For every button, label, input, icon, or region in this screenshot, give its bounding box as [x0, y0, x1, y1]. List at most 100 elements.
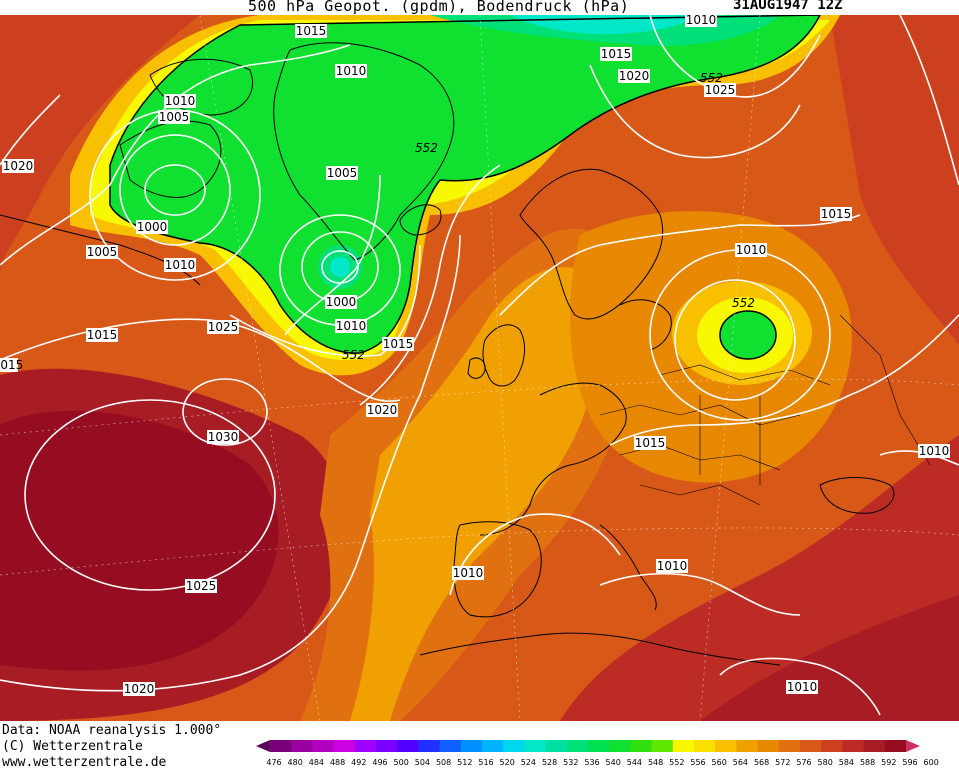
- legend-tick-label: 544: [627, 758, 642, 767]
- color-legend: 476 480 484 488 492 496 500 504 508 512 516 520 524 5…: [256, 740, 939, 767]
- legend-swatch: [651, 740, 674, 752]
- copyright-text: (C) Wetterzentrale: [2, 739, 143, 754]
- map-panel: 1015 1010 1010 1005 1020 1000 1005 1010 …: [0, 15, 959, 721]
- trough-light-orange-europe: [350, 267, 601, 721]
- ridge-mediterranean-core: [700, 595, 959, 721]
- legend-tick-label: 492: [351, 758, 366, 767]
- legend-swatch: [291, 740, 313, 752]
- legend-tick-label: 584: [839, 758, 854, 767]
- legend-tick-label: 576: [796, 758, 811, 767]
- legend-swatch: [630, 740, 653, 752]
- legend-tick-label: 540: [606, 758, 621, 767]
- isobar-label: 1010: [453, 566, 484, 580]
- legend-tick-label: 516: [478, 758, 493, 767]
- isobar-label: 1005: [159, 110, 190, 124]
- isobar-label: 1020: [124, 682, 155, 696]
- chart-title: 500 hPa Geopot. (gpdm), Bodendruck (hPa): [248, 0, 630, 15]
- isobar-label: 1000: [326, 295, 357, 309]
- legend-swatch: [863, 740, 886, 752]
- height-label: 552: [415, 141, 438, 155]
- height-label: 552: [732, 296, 755, 310]
- legend-swatch: [482, 740, 504, 752]
- isobar-label: 1010: [336, 64, 367, 78]
- isobar-label: 1015: [635, 436, 666, 450]
- isobar-label: 1010: [919, 444, 950, 458]
- isobar-label: 1015: [601, 47, 632, 61]
- isobar-label: 1025: [208, 320, 239, 334]
- chart-date: 31AUG1947 12Z: [733, 0, 843, 13]
- legend-tick-label: 568: [754, 758, 769, 767]
- lat-lon-grid: [0, 15, 959, 721]
- legend-tick-label: 508: [436, 758, 451, 767]
- legend-tick-label: 556: [690, 758, 705, 767]
- height-label: 552: [342, 348, 365, 362]
- legend-swatch: [333, 740, 356, 752]
- isobar-label: 1015: [383, 337, 414, 351]
- isobar-label: 1020: [367, 403, 398, 417]
- height-red-northwest: [0, 15, 200, 275]
- legend-swatch: [672, 740, 695, 752]
- legend-tick-label: 480: [288, 758, 303, 767]
- cutoff-low-552: [719, 310, 777, 360]
- isobar-label: 1010: [165, 258, 196, 272]
- isobar-label: 1010: [336, 319, 367, 333]
- legend-swatch: [588, 740, 610, 752]
- isobar-label: 1005: [87, 245, 118, 259]
- legend-tick-label: 484: [309, 758, 324, 767]
- title-bar: 500 hPa Geopot. (gpdm), Bodendruck (hPa)…: [0, 0, 959, 15]
- height-labels: 552 552 552 552: [342, 71, 755, 362]
- isobar-label: 1005: [327, 166, 358, 180]
- legend-swatch: [524, 740, 547, 752]
- isobar-label: 1020: [3, 159, 34, 173]
- ridge-atlantic-core: [0, 410, 279, 671]
- isobar-label: 1015: [296, 24, 327, 38]
- legend-tick-label: 476: [266, 758, 281, 767]
- isobar-label: 1015: [821, 207, 852, 221]
- legend-swatch: [566, 740, 589, 752]
- legend-tick-label: 600: [924, 758, 939, 767]
- data-source-text: Data: NOAA reanalysis 1.000°: [2, 723, 222, 738]
- height-label: 552: [700, 71, 723, 85]
- legend-swatch: [778, 740, 801, 752]
- legend-tick-label: 520: [500, 758, 515, 767]
- legend-swatch: [736, 740, 759, 752]
- legend-tick-label: 528: [542, 758, 557, 767]
- legend-tick-label: 560: [712, 758, 727, 767]
- height-red-northeast: [830, 15, 959, 345]
- legend-swatch: [397, 740, 419, 752]
- legend-swatch: [545, 740, 568, 752]
- legend-tick-label: 552: [669, 758, 684, 767]
- legend-right-arrow: [906, 740, 920, 752]
- legend-swatch: [842, 740, 865, 752]
- legend-swatch: [821, 740, 843, 752]
- legend-tick-label: 496: [372, 758, 387, 767]
- low-552-greenland: [110, 15, 820, 354]
- legend-tick-label: 524: [521, 758, 536, 767]
- legend-swatch: [884, 740, 907, 752]
- legend-swatch: [715, 740, 737, 752]
- legend-tick-label: 532: [563, 758, 578, 767]
- legend-swatch: [460, 740, 483, 752]
- legend-tick-label: 512: [457, 758, 472, 767]
- legend-swatch: [694, 740, 716, 752]
- legend-tick-label: 588: [860, 758, 875, 767]
- legend-swatch: [312, 740, 335, 752]
- legend-swatch: [800, 740, 822, 752]
- legend-swatch: [439, 740, 462, 752]
- isobar-label: 1000: [137, 220, 168, 234]
- legend-swatch: [270, 740, 292, 752]
- legend-tick-label: 596: [902, 758, 917, 767]
- legend-swatch: [418, 740, 441, 752]
- legend-tick-label: 548: [648, 758, 663, 767]
- legend-swatch: [376, 740, 398, 752]
- low-core-south-greenland-cyan: [330, 257, 350, 277]
- weather-map: 1015 1010 1010 1005 1020 1000 1005 1010 …: [0, 15, 959, 721]
- legend-swatch: [757, 740, 780, 752]
- isobar-label: 1010: [736, 243, 767, 257]
- legend-tick-label: 500: [394, 758, 409, 767]
- legend-tick-label: 504: [415, 758, 430, 767]
- legend-tick-label: 580: [818, 758, 833, 767]
- isobar-label: 1010: [657, 559, 688, 573]
- isobar-label: 1010: [165, 94, 196, 108]
- website-text: www.wetterzentrale.de: [2, 755, 167, 770]
